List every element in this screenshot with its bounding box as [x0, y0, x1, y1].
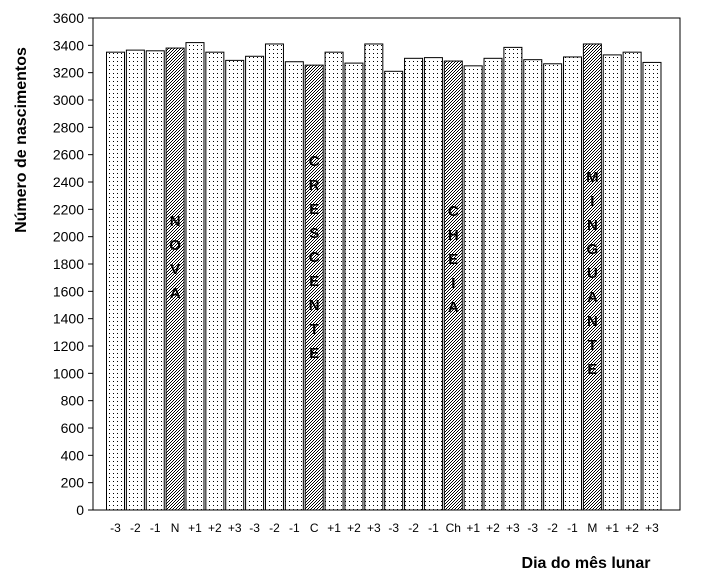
y-tick-label: 0: [76, 502, 84, 518]
bar: [384, 70, 404, 511]
x-axis-label: Dia do mês lunar: [522, 555, 651, 572]
y-tick-label: 200: [61, 475, 85, 491]
y-axis-label: Número de nascimentos: [13, 47, 30, 233]
bar: [642, 61, 662, 511]
y-tick-label: 1400: [53, 311, 84, 327]
y-tick-label: 2000: [53, 229, 84, 245]
bar: [284, 61, 304, 511]
x-tick-label: +3: [645, 521, 659, 535]
y-tick-label: 2400: [53, 174, 84, 190]
y-tick-label: 600: [61, 420, 85, 436]
bar: [443, 60, 463, 511]
bar: [324, 51, 344, 511]
bar: [225, 59, 245, 511]
x-tick-label: N: [171, 521, 180, 535]
y-tick-label: 800: [61, 393, 85, 409]
x-tick-label: C: [310, 521, 319, 535]
y-tick-label: 400: [61, 447, 85, 463]
x-tick-label: +2: [625, 521, 639, 535]
bar: [582, 43, 602, 511]
bar: [563, 56, 583, 511]
bar: [304, 64, 324, 511]
x-tick-label: -3: [388, 521, 399, 535]
bar: [165, 47, 185, 511]
bar: [622, 51, 642, 511]
y-tick-label: 3600: [53, 10, 84, 26]
x-tick-label: +3: [367, 521, 381, 535]
x-tick-label: -1: [567, 521, 578, 535]
bar: [245, 55, 265, 511]
bar: [463, 65, 483, 511]
y-tick-label: 1600: [53, 283, 84, 299]
x-tick-label: +1: [327, 521, 341, 535]
y-tick-label: 3200: [53, 65, 84, 81]
x-tick-label: -3: [527, 521, 538, 535]
x-tick-label: -2: [269, 521, 280, 535]
y-tick-label: 2200: [53, 201, 84, 217]
x-tick-label: -1: [289, 521, 300, 535]
bar: [483, 57, 503, 511]
phase-annotations: N O V A C R E S C E N T E C H E I A M I N G U A N T E: [169, 153, 598, 378]
bar: [264, 43, 284, 511]
bar: [125, 49, 145, 511]
x-tick-label: -2: [547, 521, 558, 535]
x-tick-label: +3: [228, 521, 242, 535]
x-axis: -3 -2 -1 N +1 +2 +3 -3 -2 -1 C +1 +2 +3 -3 -2 -1 Ch +1 +2 +3…: [110, 521, 659, 535]
bar: [602, 54, 622, 511]
y-tick-label: 3000: [53, 92, 84, 108]
bar: [503, 46, 523, 511]
bar: [543, 63, 563, 511]
x-tick-label: -1: [428, 521, 439, 535]
x-tick-label: +2: [208, 521, 222, 535]
x-tick-label: +1: [605, 521, 619, 535]
x-tick-label: M: [587, 521, 597, 535]
bar: [344, 62, 364, 511]
y-tick-label: 1800: [53, 256, 84, 272]
bar: [185, 42, 205, 511]
bar: [364, 43, 384, 511]
bar: [145, 50, 165, 511]
bars: [106, 42, 662, 511]
y-tick-label: 3400: [53, 37, 84, 53]
bar: [523, 59, 543, 511]
x-tick-label: +1: [466, 521, 480, 535]
x-tick-label: +1: [188, 521, 202, 535]
y-tick-label: 1200: [53, 338, 84, 354]
y-tick-label: 2600: [53, 147, 84, 163]
y-axis: 0 200 400 600 800 1000 1200 1400 1600 1800 2000 220…: [53, 10, 93, 518]
bar: [423, 57, 443, 511]
x-tick-label: -3: [249, 521, 260, 535]
x-tick-label: -3: [110, 521, 121, 535]
x-tick-label: -2: [408, 521, 419, 535]
bar: [106, 51, 125, 511]
x-tick-label: Ch: [446, 521, 461, 535]
x-tick-label: +3: [506, 521, 520, 535]
x-tick-label: +2: [486, 521, 500, 535]
y-tick-label: 1000: [53, 365, 84, 381]
x-tick-label: +2: [347, 521, 361, 535]
bar: [205, 51, 225, 511]
y-tick-label: 2800: [53, 119, 84, 135]
x-tick-label: -1: [150, 521, 161, 535]
x-tick-label: -2: [130, 521, 141, 535]
bar: [404, 57, 424, 511]
